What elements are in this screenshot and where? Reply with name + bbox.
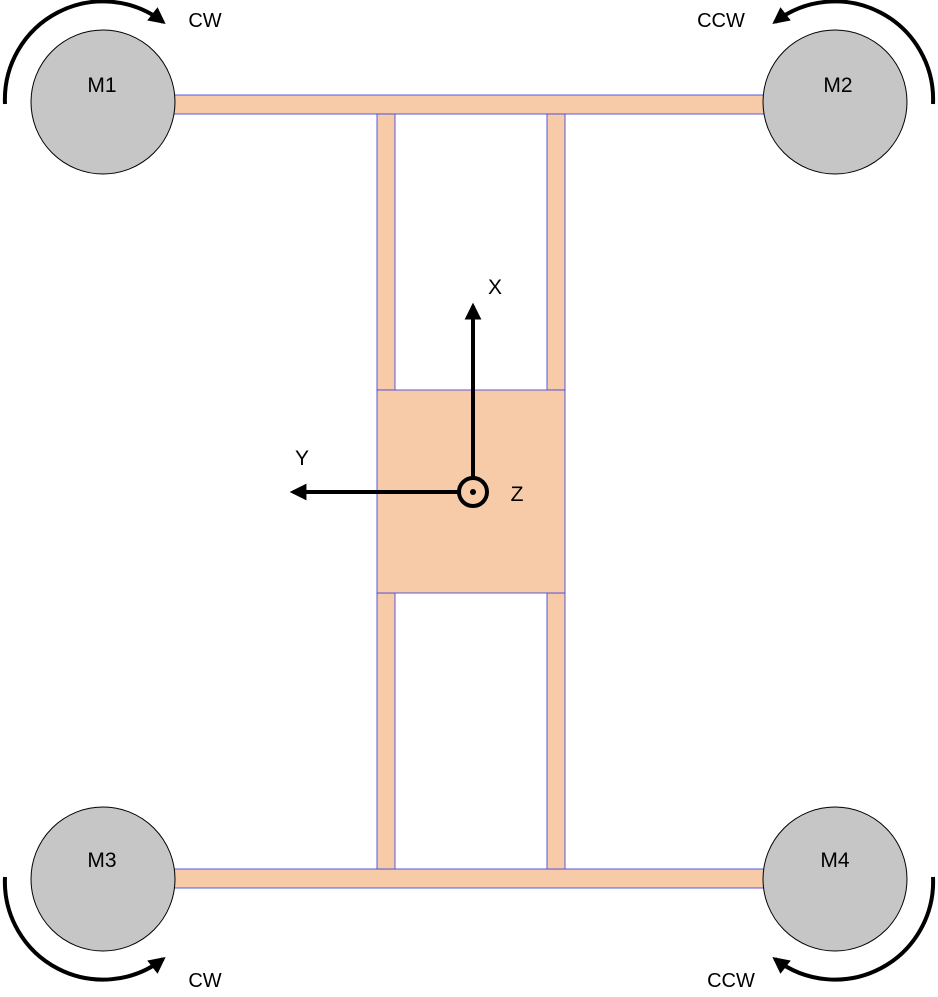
rotation-arrow-m1 — [2, 0, 166, 105]
body-axes: X Y Z — [289, 276, 524, 508]
rotation-arrow-m3 — [2, 876, 166, 982]
motor-m2-direction: CCW — [697, 10, 745, 32]
left-lower-rail — [376, 592, 396, 870]
right-lower-rail — [546, 592, 566, 870]
motor-m3: M3 — [30, 806, 176, 952]
motor-m4-circle — [762, 806, 908, 952]
motor-m1-circle — [30, 29, 176, 175]
left-upper-rail — [376, 113, 396, 391]
motor-m2-label: M2 — [823, 74, 852, 97]
motor-m4-direction: CCW — [707, 970, 755, 992]
right-upper-rail — [546, 113, 566, 391]
top-crossbar — [169, 94, 769, 115]
motor-m2: M2 — [762, 29, 908, 175]
airframe — [169, 94, 769, 889]
motor-m3-circle — [30, 806, 176, 952]
motor-m2-circle — [762, 29, 908, 175]
motor-m4-label: M4 — [820, 849, 849, 872]
z-axis-out-of-page-icon — [457, 476, 489, 508]
motor-m1: M1 — [30, 29, 176, 175]
motor-m3-direction: CW — [188, 970, 221, 992]
motor-m1-label: M1 — [87, 74, 116, 97]
bottom-crossbar — [169, 868, 769, 889]
motor-m4: M4 — [762, 806, 908, 952]
z-axis-dot — [470, 489, 476, 495]
rotation-arrow-m4 — [772, 876, 936, 982]
motor-m3-label: M3 — [87, 849, 116, 872]
rotation-arrow-m2 — [772, 0, 936, 105]
x-axis-label: X — [488, 276, 502, 299]
motor-m1-direction: CW — [188, 10, 221, 32]
y-axis-label: Y — [295, 447, 309, 470]
z-axis-label: Z — [511, 483, 524, 506]
